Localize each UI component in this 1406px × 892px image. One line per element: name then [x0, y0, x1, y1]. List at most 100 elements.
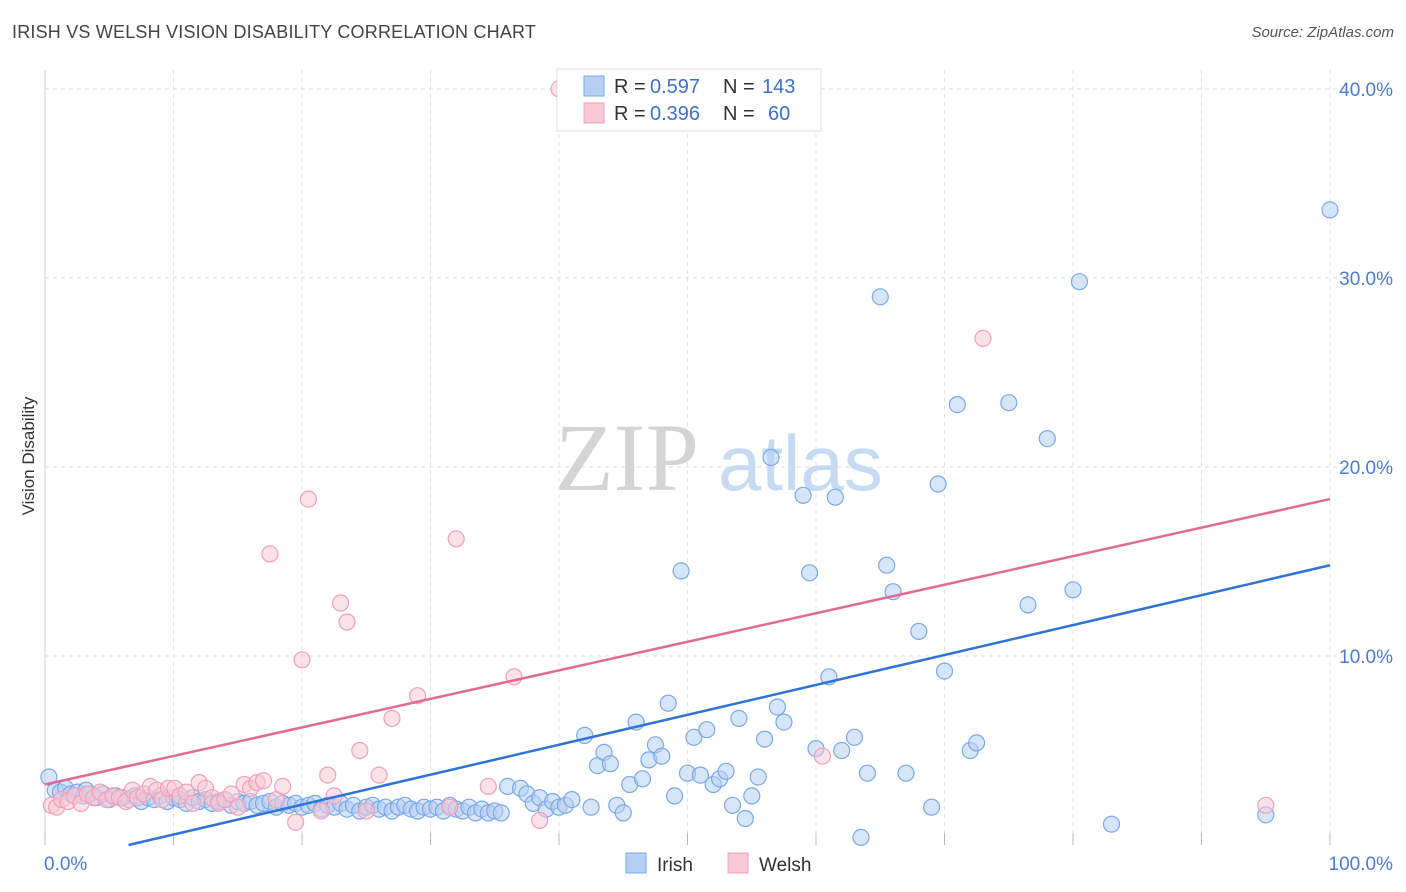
- welsh-point: [447, 530, 465, 548]
- irish-trend-line: [128, 564, 1331, 847]
- irish-point: [614, 804, 632, 822]
- irish-point: [717, 762, 735, 780]
- bottom-legend-label-irish: Irish: [657, 855, 693, 876]
- welsh-trend-line: [44, 497, 1331, 786]
- irish-point: [762, 448, 780, 467]
- irish-point: [665, 787, 684, 805]
- legend-r-value-welsh: 0.396: [650, 103, 700, 125]
- irish-point: [794, 486, 812, 504]
- watermark: ZIP atlas: [555, 404, 883, 511]
- legend-r-value-irish: 0.597: [650, 76, 700, 98]
- watermark-zip: ZIP: [555, 404, 699, 511]
- irish-point: [967, 734, 986, 752]
- welsh-point: [312, 802, 330, 820]
- bottom-legend-label-welsh: Welsh: [759, 855, 811, 876]
- irish-point: [833, 741, 851, 760]
- legend-swatch-irish: [583, 75, 605, 97]
- welsh-point: [184, 794, 202, 813]
- welsh-point: [370, 766, 388, 784]
- irish-point: [1019, 596, 1037, 614]
- irish-point: [948, 396, 966, 414]
- irish-point: [845, 728, 864, 746]
- irish-point: [672, 562, 690, 580]
- irish-point: [659, 694, 677, 712]
- irish-point: [601, 755, 620, 773]
- welsh-point: [383, 709, 401, 728]
- irish-point: [1321, 201, 1339, 219]
- legend-n-label-welsh: N =: [723, 103, 755, 125]
- source-label: Source: ZipAtlas.com: [1251, 24, 1394, 41]
- irish-point: [492, 804, 510, 822]
- x-tick-label: 100.0%: [1329, 854, 1394, 875]
- y-tick-label: 10.0%: [1339, 647, 1393, 668]
- welsh-point: [813, 747, 832, 765]
- y-axis-title: Vision Disability: [19, 396, 38, 515]
- legend-n-value-irish: 143: [762, 76, 795, 98]
- welsh-point: [351, 741, 369, 760]
- irish-point: [858, 764, 877, 782]
- y-tick-label: 20.0%: [1339, 458, 1393, 479]
- welsh-point: [293, 651, 311, 669]
- irish-point: [755, 730, 774, 748]
- irish-point: [723, 796, 742, 814]
- welsh-point: [441, 798, 459, 816]
- irish-point: [653, 747, 671, 765]
- irish-point: [768, 698, 787, 716]
- welsh-point: [332, 594, 350, 612]
- welsh-point: [229, 798, 247, 816]
- irish-point: [910, 622, 928, 641]
- legend-r-label-irish: R =: [614, 76, 646, 98]
- y-tick-label: 30.0%: [1339, 269, 1393, 290]
- welsh-point: [1257, 796, 1275, 814]
- top-legend: R = 0.597 N = 143 R = 0.396 N = 60: [556, 68, 822, 132]
- welsh-point: [479, 777, 497, 796]
- chart-title: IRISH VS WELSH VISION DISABILITY CORRELA…: [12, 22, 537, 42]
- legend-n-value-welsh: 60: [768, 103, 790, 125]
- welsh-point: [974, 329, 992, 347]
- bottom-legend: Irish Welsh: [625, 852, 811, 876]
- irish-point: [582, 798, 600, 816]
- bottom-legend-swatch-welsh: [727, 852, 749, 874]
- irish-point: [1038, 430, 1056, 448]
- bottom-legend-swatch-irish: [625, 852, 647, 874]
- welsh-point: [254, 772, 273, 790]
- irish-point: [935, 662, 954, 680]
- welsh-point: [274, 777, 292, 796]
- irish-point: [730, 709, 748, 728]
- axis-labels: 10.0% 20.0% 30.0% 40.0% 0.0% 100.0%: [44, 80, 1393, 875]
- welsh-point: [357, 802, 375, 820]
- irish-point: [1064, 581, 1082, 599]
- irish-point: [826, 488, 844, 506]
- irish-point: [685, 728, 703, 746]
- points-layer: [40, 80, 1339, 847]
- irish-point: [1070, 273, 1089, 291]
- irish-point: [800, 564, 819, 582]
- irish-point: [736, 809, 754, 828]
- welsh-point: [287, 813, 305, 831]
- irish-point: [878, 556, 896, 574]
- welsh-point: [299, 490, 317, 508]
- irish-point: [691, 766, 710, 784]
- irish-point: [1000, 394, 1018, 412]
- irish-point: [775, 713, 793, 731]
- welsh-point: [531, 811, 549, 830]
- welsh-point: [338, 613, 356, 631]
- irish-point: [897, 764, 915, 782]
- irish-point: [749, 768, 767, 786]
- welsh-point: [261, 545, 279, 563]
- irish-point: [698, 721, 716, 739]
- y-tick-label: 40.0%: [1339, 80, 1393, 101]
- trend-layer: [44, 497, 1331, 847]
- grid-layer: [44, 70, 1350, 845]
- irish-point: [1102, 815, 1121, 833]
- legend-swatch-welsh: [583, 102, 605, 124]
- welsh-point: [319, 766, 337, 784]
- irish-point: [633, 770, 652, 788]
- legend-n-label-irish: N =: [723, 76, 755, 98]
- x-tick-label: 0.0%: [44, 854, 87, 875]
- irish-point: [563, 790, 581, 809]
- irish-point: [922, 798, 941, 816]
- irish-point: [852, 828, 870, 847]
- irish-point: [743, 787, 761, 805]
